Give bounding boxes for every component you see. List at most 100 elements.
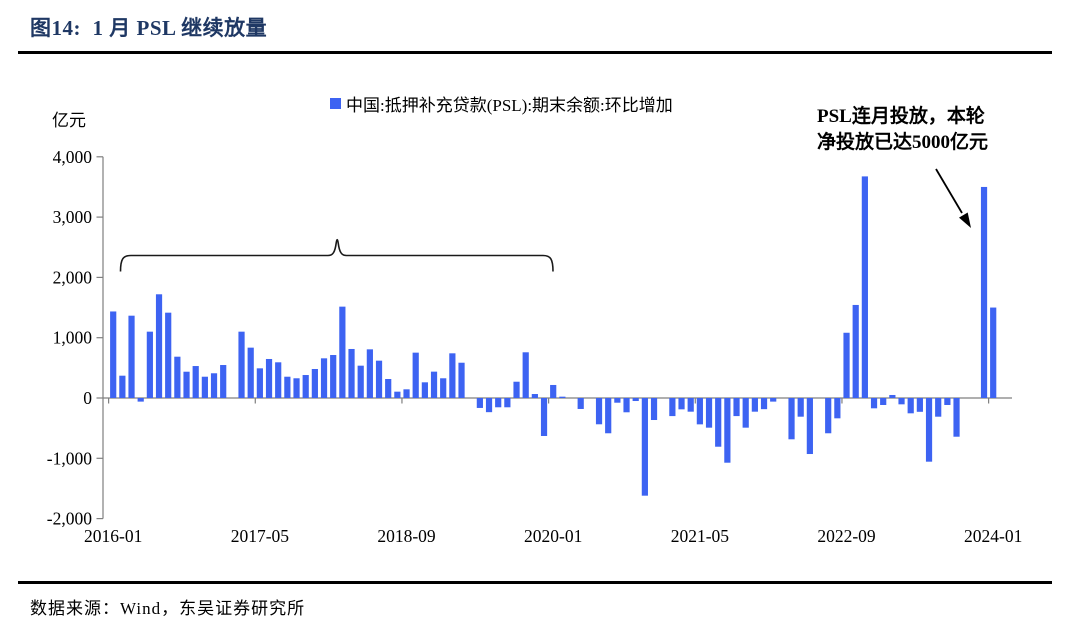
bar [550,384,557,398]
bar [751,398,758,412]
bar [403,389,410,398]
bar [485,398,493,413]
bar [880,398,887,405]
annotation-line-1: PSL连月投放，本轮 [817,106,985,127]
annotation-arrow-head-icon [959,212,971,228]
bar [504,398,511,408]
bar [330,355,337,398]
y-tick-label: -1,000 [47,448,92,468]
header-rule [18,51,1052,54]
bar [825,398,832,434]
bar [174,356,181,398]
bar [275,362,282,398]
x-tick-label: 2018-09 [377,526,436,546]
bar [641,398,648,496]
bar [110,311,117,398]
figure-title: 图14: 1 月 PSL 继续放量 [30,16,268,40]
bar [476,398,483,408]
bar [797,398,804,417]
legend-square-icon [330,98,341,109]
data-source: 数据来源：Wind，东吴证券研究所 [30,599,306,618]
annotation-line-2: 净投放已达5000亿元 [817,132,989,153]
bar [953,398,960,437]
bar [128,315,135,398]
bar [595,398,603,425]
bar [183,371,190,398]
y-tick-label: 2,000 [53,267,93,287]
y-tick-label: 3,000 [53,207,93,227]
bar [165,312,172,398]
bar [348,348,355,398]
chart-annotation: PSL连月投放，本轮 净投放已达5000亿元 [817,104,988,156]
bar [311,368,318,398]
bar [852,304,859,398]
bar [870,398,878,409]
bar [650,398,658,421]
y-tick-label: -2,000 [47,509,92,529]
bar [220,365,227,398]
bar [705,398,713,428]
bar [531,394,538,398]
bar [925,398,933,462]
bar [669,398,676,417]
footer-rule [18,581,1052,584]
bar [320,358,328,398]
bar [788,398,795,440]
bar [935,398,942,417]
bar [907,398,914,414]
bar [357,365,364,398]
bar [696,398,703,425]
bar [495,398,502,408]
bar [742,398,749,428]
bar [834,398,841,419]
bar [898,398,905,405]
bar [513,381,520,398]
bar [256,368,263,398]
legend-label: 中国:抵押补充贷款(PSL):期末余额:环比增加 [346,96,673,115]
bar [623,398,630,413]
bar [522,352,529,398]
x-tick-label: 2016-01 [84,526,142,546]
bar [843,332,850,398]
bar [715,398,722,447]
x-tick-label: 2017-05 [231,526,290,546]
bar [146,331,153,398]
bar [210,373,218,398]
bar [614,398,621,403]
y-tick-label: 1,000 [53,328,93,348]
bar [577,398,584,409]
bar [990,307,997,398]
x-tick-label: 2022-09 [817,526,876,546]
bar [806,398,813,455]
bar [916,398,923,412]
bar [687,398,694,412]
bar [375,360,383,398]
bar [861,176,868,398]
bar [265,358,273,398]
bar [339,306,346,398]
bar [421,382,428,398]
bar [430,371,438,398]
bar [366,349,373,398]
bar [155,294,163,398]
bar [980,186,988,398]
x-tick-label: 2024-01 [964,526,1022,546]
bar [201,376,208,398]
bar [293,378,300,398]
bar [119,375,126,398]
x-tick-label: 2020-01 [524,526,582,546]
bar [412,352,419,398]
brace-annotation [119,238,554,272]
y-tick-label: 4,000 [53,147,93,167]
annotation-arrow-line [935,168,963,214]
bar [559,396,566,398]
x-tick-label: 2021-05 [671,526,730,546]
bar [284,376,291,398]
bar [394,391,401,398]
bar [449,353,456,398]
bar [678,398,685,410]
bar [944,398,951,405]
bar [385,379,392,398]
